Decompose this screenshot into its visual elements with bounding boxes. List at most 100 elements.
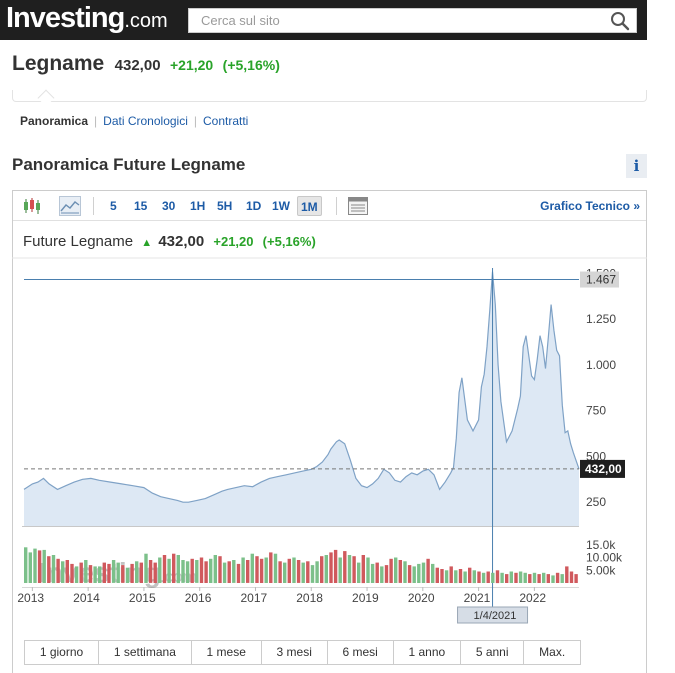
interval-15[interactable]: 15 xyxy=(134,199,148,213)
volume-bar xyxy=(417,563,421,583)
volume-bar xyxy=(273,553,278,583)
volume-bar xyxy=(500,572,504,583)
volume-bar xyxy=(98,566,102,583)
search-icon[interactable] xyxy=(610,11,630,31)
volume-bar xyxy=(518,571,523,583)
volume-bar xyxy=(398,560,402,583)
volume-bar xyxy=(495,570,500,584)
instrument-name: Legname xyxy=(12,52,105,75)
period-max[interactable]: Max. xyxy=(539,645,566,659)
x-tick-label: 2021 xyxy=(464,591,491,605)
double-chevron-icon: » xyxy=(633,199,640,213)
interval-1h[interactable]: 1H xyxy=(190,199,206,213)
info-icon[interactable]: i xyxy=(626,154,647,178)
volume-bar xyxy=(47,556,51,583)
volume-bar xyxy=(454,570,458,584)
arrow-up-icon: ▲ xyxy=(141,237,153,249)
toolbar-separator xyxy=(93,197,94,215)
volume-bar xyxy=(190,558,194,583)
volume-bar xyxy=(107,563,111,583)
volume-bar xyxy=(366,557,370,583)
subnav-contratti[interactable]: Contratti xyxy=(203,114,249,128)
period-1-giorno[interactable]: 1 giorno xyxy=(25,641,100,664)
volume-bar xyxy=(301,562,305,583)
volume-bar xyxy=(185,561,190,583)
subnav-panoramica[interactable]: Panoramica xyxy=(20,114,89,128)
volume-bar xyxy=(213,555,217,584)
subnav-divider xyxy=(12,90,647,102)
volume-bar xyxy=(481,572,486,583)
volume-bar xyxy=(403,561,407,583)
volume-bar xyxy=(296,560,301,583)
volume-bar xyxy=(440,569,444,583)
volume-bar xyxy=(384,565,389,583)
volume-bar xyxy=(509,571,513,583)
technical-chart-link[interactable]: Grafico Tecnico » xyxy=(540,199,640,213)
volume-bar xyxy=(449,566,453,583)
volume-bar xyxy=(477,571,481,583)
crosshair-date-box xyxy=(457,606,529,624)
volume-bar xyxy=(218,556,222,583)
table-view-icon[interactable] xyxy=(347,196,369,216)
period-1-settimana[interactable]: 1 settimana xyxy=(99,641,192,664)
volume-bar xyxy=(167,558,171,583)
volume-bar xyxy=(560,574,564,583)
search-input[interactable] xyxy=(189,9,599,32)
volume-bar xyxy=(195,560,199,583)
instrument-change: +21,20 xyxy=(170,57,214,73)
volume-bar xyxy=(514,572,518,583)
period-6-mesi[interactable]: 6 mesi xyxy=(328,641,394,664)
volume-bar xyxy=(380,566,384,583)
volume-bar xyxy=(338,557,342,583)
toolbar-separator xyxy=(336,197,337,215)
chart-price: 432,00 xyxy=(158,233,205,250)
volume-tick-label: 10.00k xyxy=(586,551,623,565)
interval-1m[interactable]: 1M xyxy=(297,196,322,216)
volume-bar xyxy=(79,562,83,583)
volume-bar xyxy=(306,561,310,583)
volume-bar xyxy=(444,570,449,584)
interval-1d[interactable]: 1D xyxy=(246,199,262,213)
volume-bar xyxy=(158,557,162,583)
period-1-anno[interactable]: 1 anno xyxy=(394,641,462,664)
subnav-dati-cronologici[interactable]: Dati Cronologici xyxy=(103,114,188,128)
crosshair-date-label: 1/4/2021 xyxy=(474,610,517,622)
volume-bar xyxy=(232,560,236,583)
volume-bar xyxy=(209,558,213,583)
volume-bar xyxy=(343,551,347,583)
price-area xyxy=(24,271,579,526)
volume-bar xyxy=(111,560,116,583)
period-5-anni[interactable]: 5 anni xyxy=(461,641,525,664)
volume-bar xyxy=(333,549,338,583)
investing-logo[interactable]: Investing.com xyxy=(6,2,168,35)
y-tick-label: 1.000 xyxy=(586,358,616,372)
period-selector: 1 giorno 1 settimana 1 mese 3 mesi 6 mes… xyxy=(24,640,581,665)
volume-bar xyxy=(352,556,356,583)
x-tick-label: 2022 xyxy=(519,591,546,605)
period-1-mese[interactable]: 1 mese xyxy=(192,641,262,664)
interval-1w[interactable]: 1W xyxy=(272,199,290,213)
volume-bar xyxy=(486,571,490,583)
interval-5[interactable]: 5 xyxy=(110,199,117,213)
volume-bar xyxy=(546,574,550,583)
volume-bar xyxy=(468,567,472,583)
period-3-mesi[interactable]: 3 mesi xyxy=(262,641,328,664)
volume-tick-label: 15.0k xyxy=(586,538,616,552)
candlestick-icon[interactable] xyxy=(21,196,43,216)
x-tick-label: 2020 xyxy=(408,591,435,605)
interval-5h[interactable]: 5H xyxy=(217,199,233,213)
volume-bar xyxy=(65,560,69,583)
volume-bar xyxy=(121,565,125,583)
volume-bar xyxy=(88,565,93,583)
volume-bar xyxy=(324,555,328,584)
interval-30[interactable]: 30 xyxy=(162,199,176,213)
volume-bar xyxy=(505,574,509,583)
volume-bar xyxy=(361,555,365,584)
area-chart-icon[interactable] xyxy=(59,196,81,216)
volume-bar xyxy=(250,553,254,583)
volume-bar xyxy=(144,553,148,583)
volume-bar xyxy=(24,547,28,583)
volume-bar xyxy=(51,555,56,584)
volume-bar xyxy=(172,553,176,583)
